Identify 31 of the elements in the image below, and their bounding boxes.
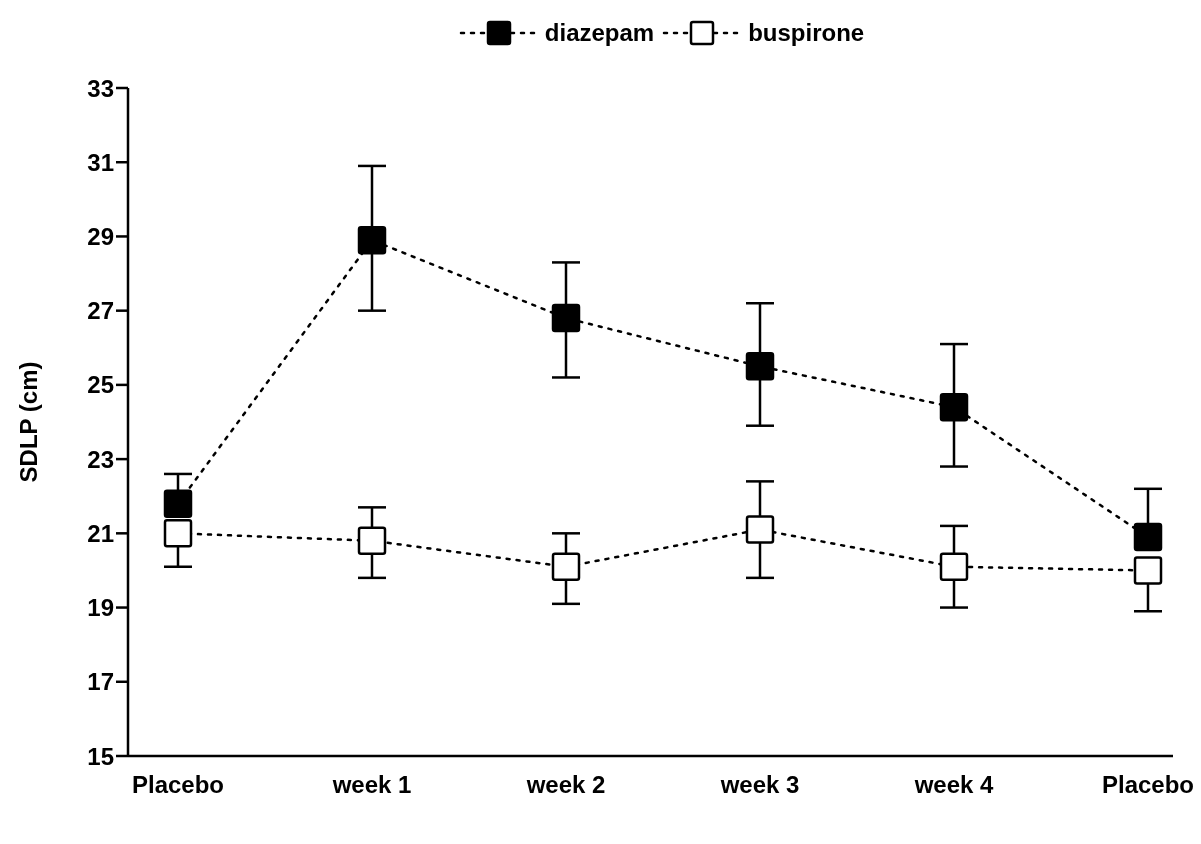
y-tick-label: 27 (87, 297, 114, 325)
point (745, 515, 775, 544)
point (1133, 522, 1163, 552)
point (551, 303, 581, 333)
y-axis-title: SDLP (cm) (14, 361, 42, 483)
x-tick-label: week 2 (525, 771, 606, 799)
x-tick-label: week 4 (913, 771, 995, 799)
x-tick-label: Placebo (1101, 771, 1195, 799)
point (745, 352, 775, 381)
y-tick-label: 33 (87, 74, 114, 102)
point (939, 552, 969, 581)
y-tick-label: 29 (87, 222, 114, 250)
legend-label: buspirone (748, 19, 865, 47)
y-tick-label: 21 (87, 519, 114, 547)
point (939, 392, 969, 422)
x-tick-label: Placebo (131, 771, 225, 799)
point (163, 489, 193, 518)
x-tick-label: week 3 (719, 771, 800, 799)
y-tick-label: 31 (87, 148, 114, 176)
point (163, 519, 193, 548)
point (1133, 556, 1163, 585)
y-tick-label: 23 (87, 445, 114, 473)
x-tick-label: week 1 (331, 771, 412, 799)
point (357, 526, 387, 556)
point (357, 225, 387, 255)
y-tick-label: 19 (87, 594, 114, 622)
point (551, 552, 581, 581)
y-tick-label: 17 (87, 668, 114, 696)
legend-label: diazepam (544, 19, 655, 47)
y-tick-label: 15 (87, 742, 114, 770)
y-tick-label: 25 (87, 371, 114, 399)
